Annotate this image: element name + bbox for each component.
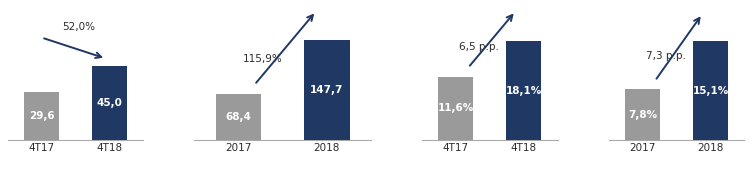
Text: 6,5 p.p.: 6,5 p.p. bbox=[459, 42, 499, 52]
Text: 147,7: 147,7 bbox=[310, 85, 344, 95]
Bar bbox=[24, 91, 59, 140]
Text: 11,6%: 11,6% bbox=[438, 103, 474, 113]
Text: 7,8%: 7,8% bbox=[628, 110, 657, 120]
Bar bbox=[625, 89, 660, 140]
Text: 115,9%: 115,9% bbox=[243, 54, 283, 64]
Bar bbox=[304, 41, 350, 140]
Bar bbox=[92, 66, 127, 140]
Bar bbox=[438, 77, 474, 140]
Text: 68,4: 68,4 bbox=[226, 112, 251, 122]
Text: 52,0%: 52,0% bbox=[62, 22, 95, 32]
Bar bbox=[693, 41, 728, 140]
Text: 45,0: 45,0 bbox=[96, 98, 123, 108]
Bar bbox=[506, 41, 541, 140]
Text: 29,6: 29,6 bbox=[29, 111, 54, 121]
Text: 7,3 p.p.: 7,3 p.p. bbox=[646, 51, 686, 61]
Text: 15,1%: 15,1% bbox=[693, 86, 729, 96]
Text: 18,1%: 18,1% bbox=[505, 86, 542, 96]
Bar bbox=[216, 94, 262, 140]
